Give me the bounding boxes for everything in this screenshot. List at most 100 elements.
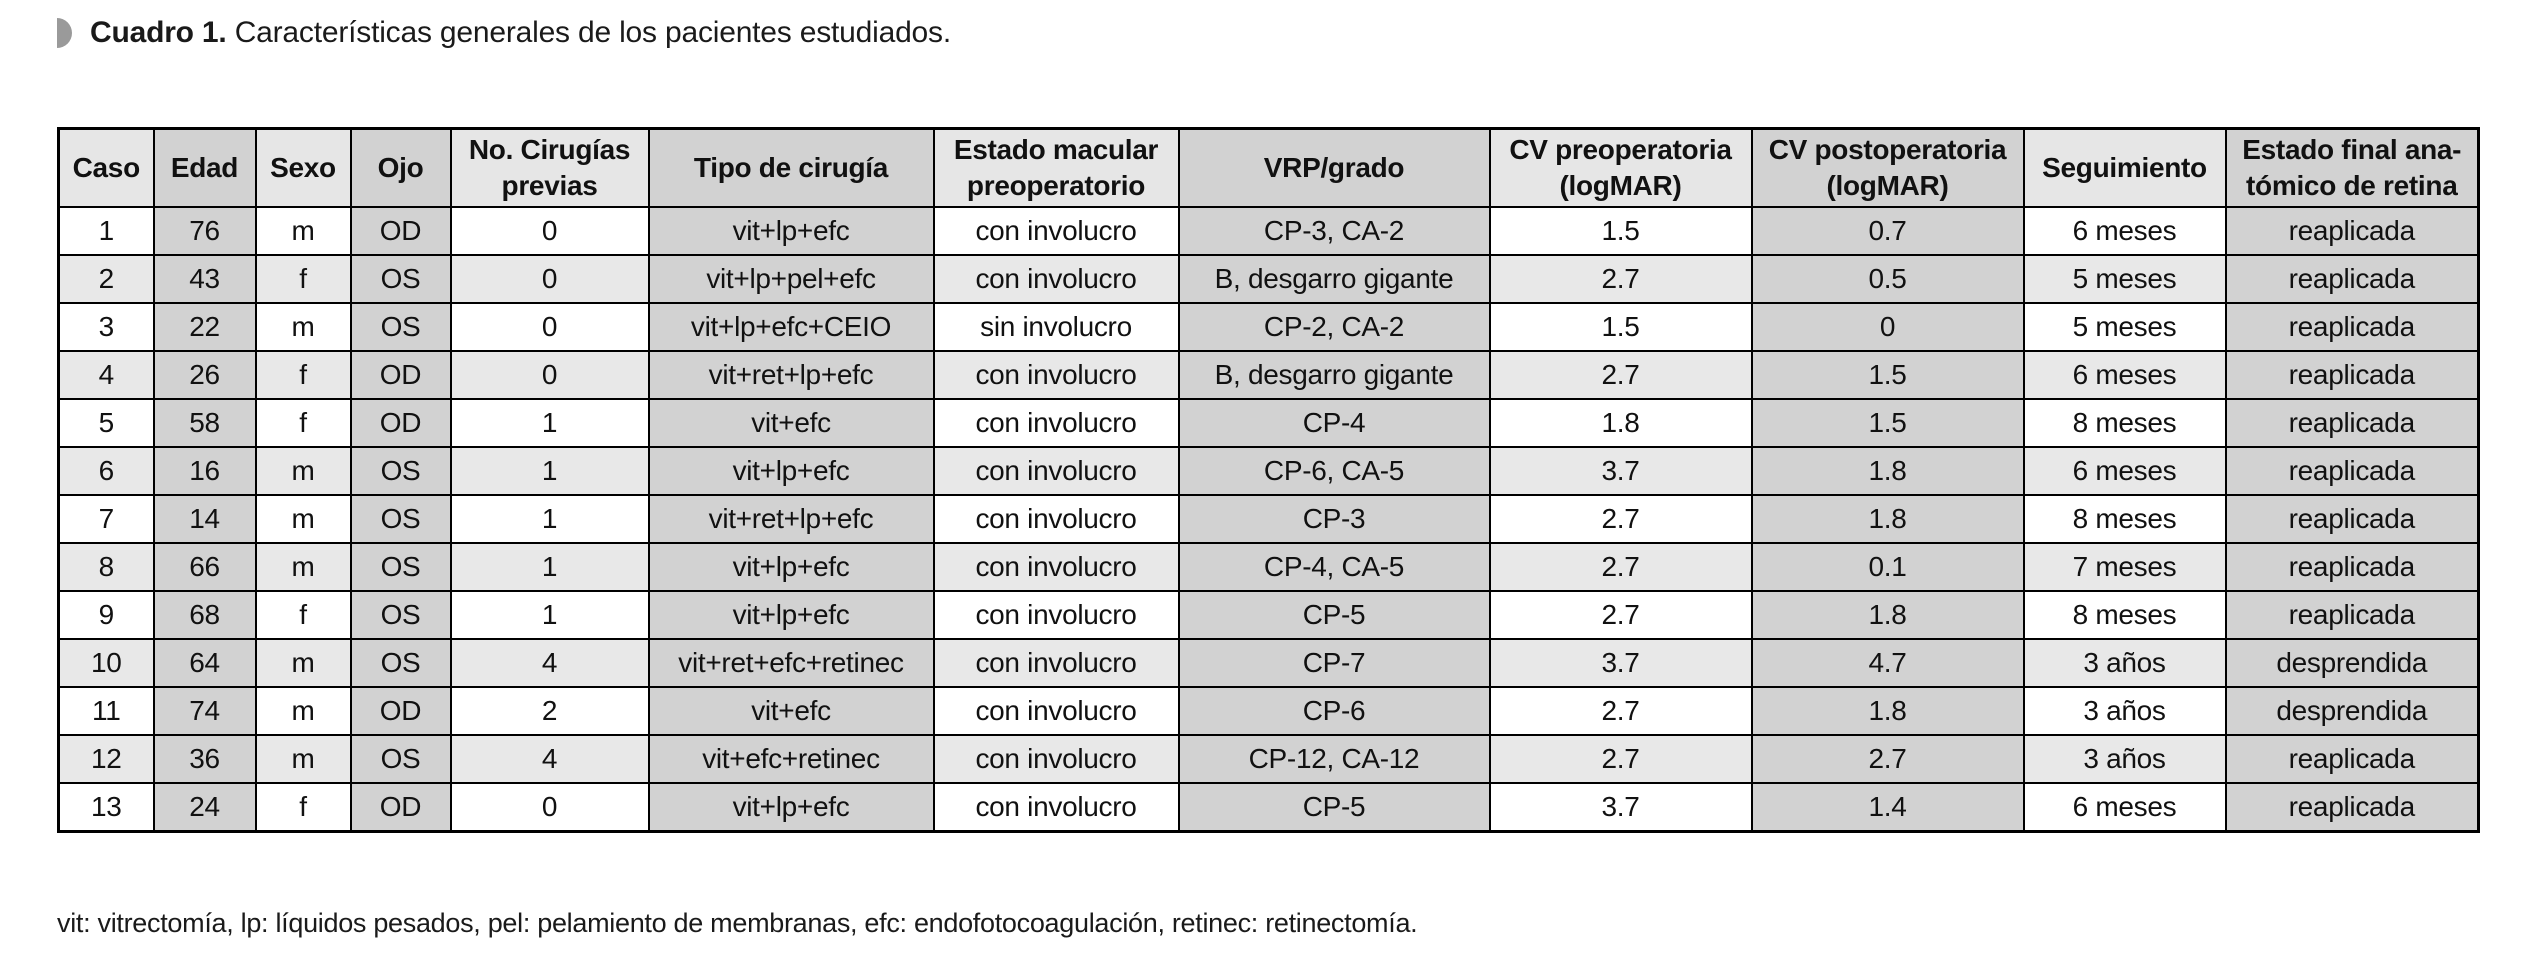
table-cell: OS bbox=[349, 734, 452, 784]
table-cell: 11 bbox=[57, 686, 155, 736]
table-cell: OS bbox=[349, 542, 452, 592]
header-cell: Sexo bbox=[254, 127, 352, 208]
table-cell: f bbox=[254, 782, 352, 833]
table-cell: con involucro bbox=[932, 638, 1180, 688]
table-cell: CP-3, CA-2 bbox=[1177, 206, 1491, 256]
table-cell: CP-4, CA-5 bbox=[1177, 542, 1491, 592]
table-cell: 0 bbox=[449, 350, 650, 400]
table-cell: 4 bbox=[449, 638, 650, 688]
table-cell: con involucro bbox=[932, 686, 1180, 736]
header-cell: Tipo de cirugía bbox=[647, 127, 935, 208]
table-cell: 9 bbox=[57, 590, 155, 640]
table-cell: 43 bbox=[152, 254, 257, 304]
table-cell: OS bbox=[349, 638, 452, 688]
table-cell: 6 bbox=[57, 446, 155, 496]
table-cell: 6 meses bbox=[2022, 206, 2227, 256]
table-cell: 8 bbox=[57, 542, 155, 592]
table-cell: 1 bbox=[449, 542, 650, 592]
table-cell: OD bbox=[349, 350, 452, 400]
table-cell: 0.5 bbox=[1750, 254, 2025, 304]
patients-table: Caso Edad Sexo Ojo No. Cirugías previas Tipo … bbox=[57, 127, 2480, 833]
table-cell: 1.4 bbox=[1750, 782, 2025, 833]
table-cell: m bbox=[254, 686, 352, 736]
header-cell: No. Cirugías previas bbox=[449, 127, 650, 208]
table-cell: 1.5 bbox=[1488, 206, 1753, 256]
table-cell: CP-5 bbox=[1177, 590, 1491, 640]
table-cell: CP-3 bbox=[1177, 494, 1491, 544]
table-cell: 3.7 bbox=[1488, 446, 1753, 496]
table-row: 13 24 f OD 0 vit+lp+efc con involucro CP-5 3.7 1.… bbox=[57, 782, 2480, 833]
table-cell: 0 bbox=[449, 782, 650, 833]
caption-description: Características generales de los pacient… bbox=[226, 16, 951, 49]
table-cell: 1.8 bbox=[1750, 686, 2025, 736]
table-cell: reaplicada bbox=[2224, 782, 2480, 833]
table-cell: 2.7 bbox=[1488, 686, 1753, 736]
table-cell: m bbox=[254, 446, 352, 496]
caption-number: Cuadro 1. bbox=[90, 16, 227, 49]
header-cell: Estado final ana- tómico de retina bbox=[2224, 127, 2480, 208]
table-cell: OD bbox=[349, 206, 452, 256]
table-cell: 0 bbox=[449, 254, 650, 304]
table-cell: vit+efc bbox=[647, 686, 935, 736]
header-cell: Edad bbox=[152, 127, 257, 208]
table-cell: desprendida bbox=[2224, 638, 2480, 688]
table-cell: 2 bbox=[57, 254, 155, 304]
table-row: 4 26 f OD 0 vit+ret+lp+efc con involucro B, des… bbox=[57, 350, 2480, 400]
table-cell: 68 bbox=[152, 590, 257, 640]
abbreviations-footnote: vit: vitrectomía, lp: líquidos pesados, … bbox=[57, 908, 1418, 938]
table-cell: 6 meses bbox=[2022, 446, 2227, 496]
table-cell: 1 bbox=[57, 206, 155, 256]
table-cell: 4 bbox=[449, 734, 650, 784]
table-cell: reaplicada bbox=[2224, 254, 2480, 304]
table-row: 3 22 m OS 0 vit+lp+efc+CEIO sin involucro CP-2,… bbox=[57, 302, 2480, 352]
table-row: 1 76 m OD 0 vit+lp+efc con involucro CP-3, CA-2… bbox=[57, 206, 2480, 256]
header-cell: Ojo bbox=[349, 127, 452, 208]
table-row: 11 74 m OD 2 vit+efc con involucro CP-6 2.7 1.8 3 … bbox=[57, 686, 2480, 736]
table-cell: 3 años bbox=[2022, 638, 2227, 688]
header-cell: CV preoperatoria (logMAR) bbox=[1488, 127, 1753, 208]
table-cell: desprendida bbox=[2224, 686, 2480, 736]
table-cell: m bbox=[254, 638, 352, 688]
table-cell: vit+efc bbox=[647, 398, 935, 448]
table-cell: CP-2, CA-2 bbox=[1177, 302, 1491, 352]
table-cell: vit+lp+efc bbox=[647, 206, 935, 256]
table-cell: vit+efc+retinec bbox=[647, 734, 935, 784]
table-cell: 2.7 bbox=[1488, 590, 1753, 640]
table-cell: 3 años bbox=[2022, 734, 2227, 784]
table-cell: vit+lp+efc bbox=[647, 590, 935, 640]
table-cell: 2.7 bbox=[1488, 494, 1753, 544]
table-cell: 36 bbox=[152, 734, 257, 784]
table-cell: CP-6, CA-5 bbox=[1177, 446, 1491, 496]
table-cell: 10 bbox=[57, 638, 155, 688]
table-cell: 2.7 bbox=[1488, 350, 1753, 400]
table-cell: 22 bbox=[152, 302, 257, 352]
table-cell: con involucro bbox=[932, 782, 1180, 833]
table-cell: con involucro bbox=[932, 254, 1180, 304]
table-cell: 12 bbox=[57, 734, 155, 784]
table-cell: 8 meses bbox=[2022, 590, 2227, 640]
table-cell: m bbox=[254, 734, 352, 784]
table-cell: 5 bbox=[57, 398, 155, 448]
table-cell: 1 bbox=[449, 494, 650, 544]
table-cell: 76 bbox=[152, 206, 257, 256]
header-cell: Caso bbox=[57, 127, 155, 208]
table-cell: CP-5 bbox=[1177, 782, 1491, 833]
table-cell: 13 bbox=[57, 782, 155, 833]
table-cell: CP-12, CA-12 bbox=[1177, 734, 1491, 784]
table-cell: 16 bbox=[152, 446, 257, 496]
table-cell: 7 meses bbox=[2022, 542, 2227, 592]
table-cell: reaplicada bbox=[2224, 542, 2480, 592]
table-cell: 5 meses bbox=[2022, 254, 2227, 304]
header-cell: VRP/grado bbox=[1177, 127, 1491, 208]
header-cell: CV postoperatoria (logMAR) bbox=[1750, 127, 2025, 208]
table-cell: 66 bbox=[152, 542, 257, 592]
table-cell: 2.7 bbox=[1488, 254, 1753, 304]
table-cell: B, desgarro gigante bbox=[1177, 254, 1491, 304]
table-cell: 2.7 bbox=[1750, 734, 2025, 784]
table-cell: OS bbox=[349, 590, 452, 640]
table-cell: 0 bbox=[1750, 302, 2025, 352]
table-cell: CP-4 bbox=[1177, 398, 1491, 448]
table-cell: reaplicada bbox=[2224, 302, 2480, 352]
table-cell: 4.7 bbox=[1750, 638, 2025, 688]
table-header-row: Caso Edad Sexo Ojo No. Cirugías previas Tipo … bbox=[57, 127, 2480, 208]
